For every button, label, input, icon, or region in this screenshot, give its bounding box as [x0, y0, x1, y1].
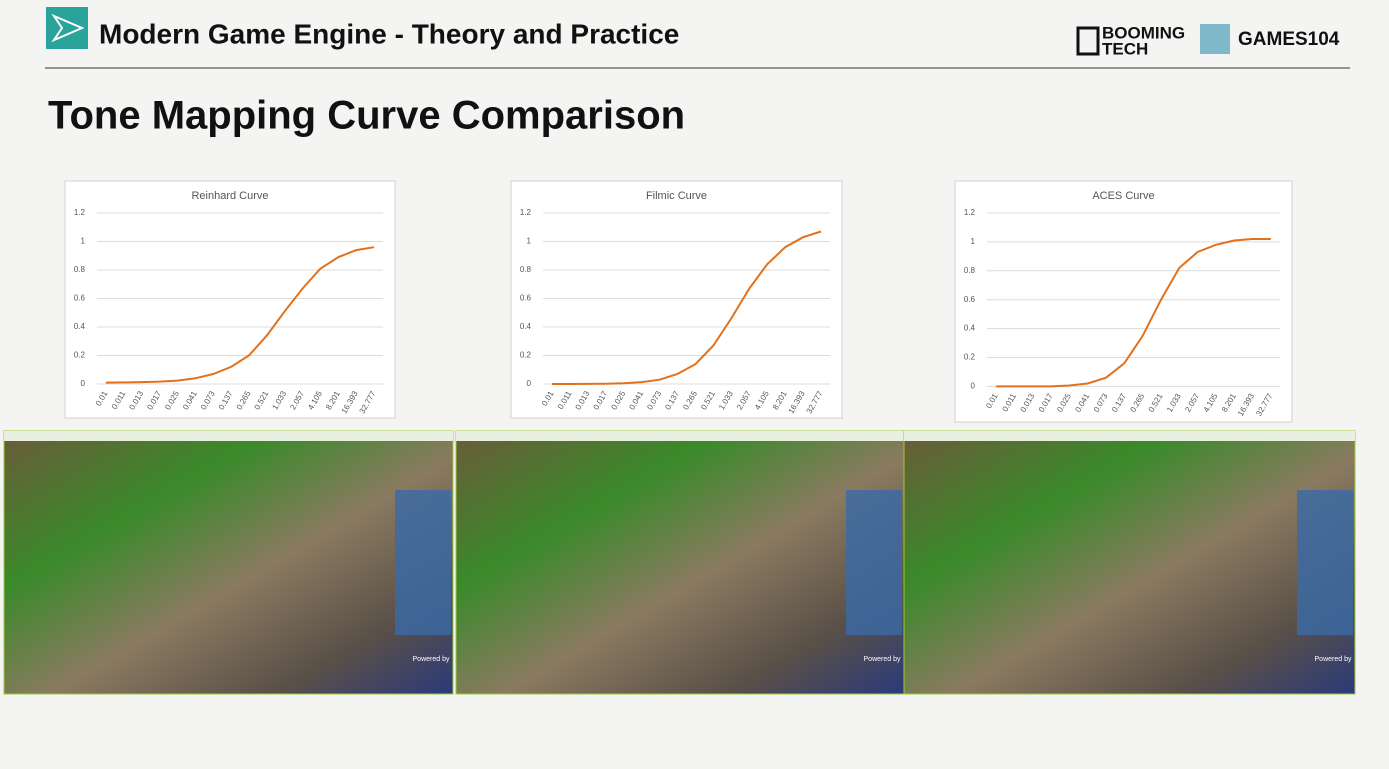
y-tick-label: 0.6 [74, 294, 86, 303]
y-tick-label: 0.4 [520, 322, 532, 331]
y-tick-label: 0.4 [964, 324, 976, 333]
logo-text: GAMES104 [1238, 29, 1340, 50]
chart-title: Filmic Curve [646, 190, 707, 202]
powered-by: Powered by [1315, 656, 1352, 663]
y-tick-label: 0 [971, 382, 976, 391]
y-tick-label: 0.4 [74, 322, 86, 331]
game-screenshot [455, 430, 905, 695]
y-tick-label: 0 [527, 379, 532, 388]
logo-text: BOOMING [1102, 23, 1185, 42]
chart-frame [510, 180, 843, 419]
game-screenshot [903, 430, 1356, 695]
y-tick-label: 0.6 [964, 295, 976, 304]
y-tick-label: 1 [81, 237, 86, 246]
y-tick-label: 1.2 [964, 208, 976, 217]
logo-text: TECH [1102, 39, 1148, 58]
y-tick-label: 0 [81, 379, 86, 388]
curve [552, 230, 822, 385]
y-tick-label: 1.2 [74, 208, 86, 217]
y-tick-label: 0.2 [964, 353, 976, 362]
chart-frame [64, 180, 396, 419]
window-titlebar [4, 431, 453, 441]
chart-title: Reinhard Curve [191, 190, 268, 202]
header-title: Modern Game Engine - Theory and Practice [99, 18, 679, 49]
y-tick-label: 0.2 [520, 351, 532, 360]
y-tick-label: 0.2 [74, 351, 86, 360]
y-tick-label: 0.8 [520, 265, 532, 274]
settings-panel [846, 490, 902, 635]
settings-panel [1297, 490, 1353, 635]
powered-by: Powered by [864, 656, 901, 663]
y-tick-label: 1 [527, 237, 532, 246]
curve [105, 246, 375, 384]
powered-by: Powered by [413, 656, 450, 663]
game-screenshot [3, 430, 454, 695]
logo-glyph [51, 13, 85, 43]
logo-mark [1200, 24, 1230, 54]
y-tick-label: 0.6 [520, 294, 532, 303]
window-titlebar [904, 431, 1355, 441]
y-tick-label: 1.2 [520, 208, 532, 217]
window-titlebar [456, 431, 904, 441]
curve [996, 238, 1271, 388]
settings-panel [395, 490, 451, 635]
slide-title: Tone Mapping Curve Comparison [48, 94, 685, 138]
chart-frame [954, 180, 1293, 423]
chart-title: ACES Curve [1092, 190, 1154, 202]
y-tick-label: 0.8 [74, 265, 86, 274]
logo-mark [1076, 26, 1100, 56]
y-tick-label: 1 [971, 237, 976, 246]
y-tick-label: 0.8 [964, 266, 976, 275]
